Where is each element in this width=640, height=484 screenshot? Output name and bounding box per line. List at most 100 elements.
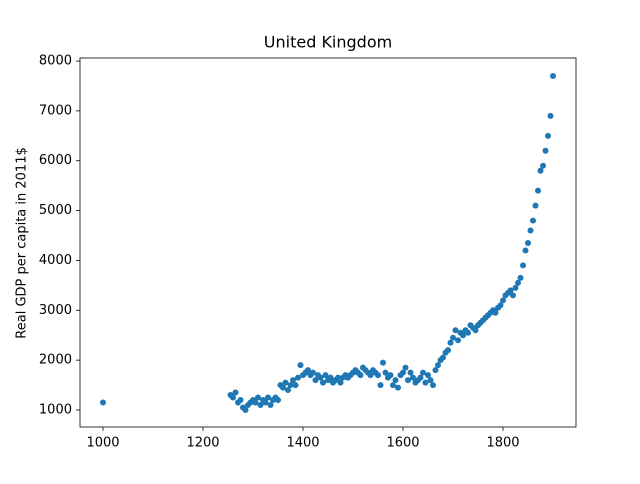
point bbox=[310, 369, 316, 376]
point bbox=[382, 369, 389, 376]
point bbox=[537, 167, 544, 174]
point bbox=[387, 372, 394, 379]
point bbox=[410, 374, 416, 381]
point bbox=[450, 334, 456, 341]
chart-title: United Kingdom bbox=[264, 33, 392, 52]
point bbox=[492, 309, 499, 316]
point bbox=[317, 374, 324, 381]
y-tick-label: 8000 bbox=[39, 54, 72, 69]
point bbox=[290, 377, 296, 384]
y-tick-label: 7000 bbox=[39, 103, 72, 118]
y-tick-label: 1000 bbox=[39, 403, 72, 418]
y-axis-label: Real GDP per capita in 2011$ bbox=[15, 147, 30, 338]
point bbox=[237, 397, 244, 404]
point bbox=[432, 367, 439, 374]
point bbox=[440, 354, 446, 361]
point bbox=[510, 292, 516, 299]
point bbox=[392, 377, 399, 384]
point bbox=[445, 347, 451, 354]
point bbox=[527, 227, 534, 234]
y-tick-label: 5000 bbox=[39, 203, 72, 218]
point bbox=[262, 399, 269, 406]
point bbox=[460, 332, 466, 339]
x-tick-label: 1400 bbox=[286, 436, 319, 451]
point bbox=[515, 279, 521, 286]
point bbox=[375, 372, 381, 379]
point bbox=[472, 327, 479, 334]
point bbox=[327, 374, 334, 381]
x-tick-label: 1800 bbox=[486, 436, 519, 451]
point bbox=[265, 394, 271, 401]
point bbox=[435, 362, 441, 369]
x-tick-label: 1600 bbox=[386, 436, 419, 451]
point bbox=[252, 399, 259, 406]
point bbox=[525, 239, 531, 246]
point bbox=[522, 247, 529, 254]
y-tick-label: 2000 bbox=[39, 353, 72, 368]
point bbox=[497, 302, 504, 309]
point bbox=[295, 374, 301, 381]
point bbox=[530, 217, 536, 224]
point bbox=[507, 287, 514, 294]
point bbox=[402, 364, 409, 371]
y-tick-label: 6000 bbox=[39, 153, 72, 168]
point bbox=[405, 377, 411, 384]
point bbox=[285, 387, 291, 394]
point bbox=[267, 402, 274, 409]
point bbox=[287, 382, 294, 389]
point bbox=[380, 359, 386, 366]
y-tick-label: 4000 bbox=[39, 253, 72, 268]
point bbox=[282, 379, 289, 386]
point bbox=[322, 372, 329, 379]
point bbox=[395, 384, 401, 391]
point bbox=[337, 379, 344, 386]
point bbox=[540, 162, 546, 169]
point bbox=[512, 284, 519, 291]
point bbox=[465, 329, 471, 336]
point bbox=[452, 327, 459, 334]
point bbox=[232, 389, 239, 396]
point bbox=[377, 382, 384, 389]
x-tick-label: 1200 bbox=[186, 436, 219, 451]
point bbox=[100, 399, 106, 406]
point bbox=[447, 339, 454, 346]
point bbox=[357, 372, 364, 379]
point bbox=[547, 112, 554, 119]
point bbox=[455, 337, 461, 344]
point bbox=[297, 362, 304, 369]
point bbox=[292, 382, 299, 389]
point bbox=[312, 377, 319, 384]
point bbox=[517, 274, 524, 281]
point bbox=[230, 394, 236, 401]
point bbox=[520, 262, 526, 269]
point bbox=[335, 374, 341, 381]
point bbox=[532, 202, 539, 209]
point bbox=[417, 374, 424, 381]
point bbox=[550, 72, 556, 79]
point bbox=[367, 372, 374, 379]
point bbox=[425, 372, 431, 379]
point bbox=[275, 397, 281, 404]
x-tick-label: 1000 bbox=[86, 436, 119, 451]
point bbox=[320, 379, 326, 386]
point bbox=[535, 187, 541, 194]
point bbox=[390, 382, 396, 389]
point bbox=[280, 384, 286, 391]
point bbox=[400, 369, 406, 376]
point bbox=[427, 377, 434, 384]
point bbox=[500, 297, 506, 304]
point bbox=[542, 147, 549, 154]
y-tick-label: 3000 bbox=[39, 303, 72, 318]
point bbox=[255, 394, 261, 401]
point bbox=[420, 369, 426, 376]
point bbox=[422, 379, 429, 386]
point bbox=[242, 407, 249, 414]
point bbox=[257, 402, 264, 409]
point bbox=[430, 382, 436, 389]
point bbox=[305, 367, 311, 374]
point bbox=[407, 369, 414, 376]
point bbox=[545, 132, 551, 139]
plot-frame bbox=[79, 57, 577, 428]
